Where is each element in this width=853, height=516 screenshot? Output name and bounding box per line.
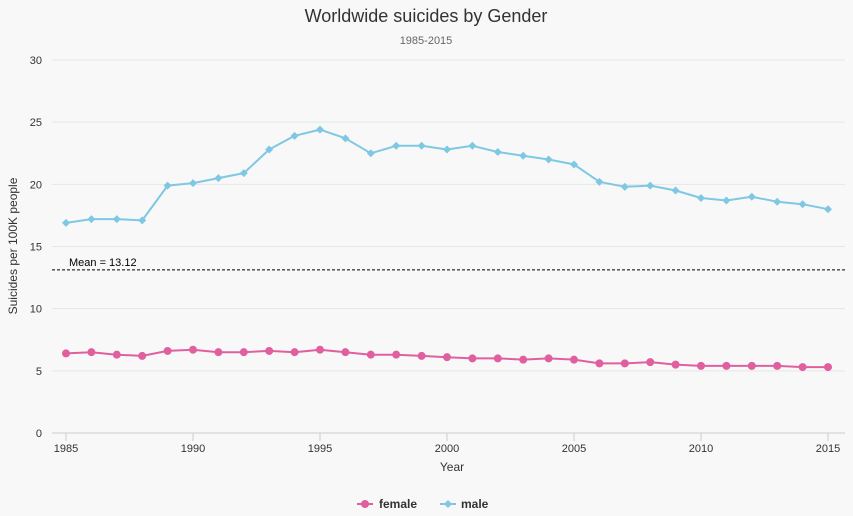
data-point-male-1988 (138, 216, 147, 225)
data-point-male-1997 (366, 149, 375, 158)
data-point-male-1999 (417, 141, 426, 150)
data-point-female-1990 (189, 345, 197, 354)
data-point-male-1992 (239, 169, 248, 178)
data-point-male-2000 (443, 145, 451, 154)
data-point-female-1988 (138, 351, 147, 360)
data-point-male-2012 (747, 192, 756, 201)
x-tick-label-1995: 1995 (308, 443, 332, 455)
data-point-female-2013 (773, 361, 782, 370)
data-point-male-1990 (189, 179, 197, 188)
data-point-female-2015 (824, 363, 832, 372)
data-point-female-2005 (570, 355, 578, 364)
data-point-male-2001 (468, 141, 477, 150)
chart-subtitle: 1985-2015 (400, 35, 453, 47)
series-layer (62, 125, 832, 372)
y-axis-title: Suicides per 100K people (6, 177, 20, 314)
data-point-female-1996 (341, 348, 350, 357)
y-tick-label-20: 20 (30, 179, 42, 191)
data-point-female-1995 (316, 345, 324, 354)
data-point-male-1993 (265, 145, 274, 154)
data-point-male-2004 (544, 155, 553, 164)
data-point-male-1987 (112, 215, 121, 224)
data-point-male-2007 (620, 182, 629, 191)
y-tick-label-25: 25 (30, 117, 42, 129)
legend-male-label: male (461, 497, 489, 511)
x-axis-ticks: 1985 1990 1995 2000 2005 2010 2015 (54, 433, 840, 455)
y-tick-label-5: 5 (36, 366, 42, 378)
x-tick-label-2000: 2000 (435, 443, 459, 455)
data-point-female-1994 (290, 348, 299, 357)
data-point-male-1994 (290, 131, 299, 140)
series-female (62, 345, 832, 372)
x-tick-label-2010: 2010 (689, 443, 713, 455)
y-tick-label-30: 30 (30, 55, 42, 67)
chart-title: Worldwide suicides by Gender (305, 6, 548, 26)
y-axis-ticks: 0 5 10 15 20 25 30 (30, 55, 42, 440)
y-tick-label-0: 0 (36, 428, 42, 440)
data-point-male-2015 (824, 205, 832, 214)
legend-item-female[interactable]: female (357, 497, 417, 511)
data-point-male-2011 (722, 196, 731, 205)
data-point-female-2006 (595, 359, 604, 368)
data-point-male-1996 (341, 134, 350, 143)
data-point-male-2005 (570, 160, 578, 169)
series-male (62, 125, 832, 227)
data-point-female-2000 (443, 353, 451, 362)
y-tick-label-10: 10 (30, 304, 42, 316)
data-point-male-1995 (316, 125, 324, 134)
y-tick-label-15: 15 (30, 242, 42, 254)
data-point-female-1993 (265, 346, 274, 355)
grid-lines (52, 59, 845, 434)
data-point-female-1986 (87, 348, 96, 357)
mean-label: Mean = 13.12 (69, 257, 137, 269)
data-point-female-2004 (544, 354, 553, 363)
data-point-male-1989 (163, 181, 172, 190)
series-line-male (65, 128, 829, 224)
data-point-female-2007 (620, 359, 629, 368)
data-point-male-2014 (798, 200, 807, 209)
legend: female male (357, 497, 489, 511)
data-point-female-2003 (519, 355, 528, 364)
data-point-male-1998 (392, 141, 401, 150)
data-point-male-2003 (519, 151, 528, 160)
data-point-male-2006 (595, 177, 604, 186)
data-point-female-2001 (468, 354, 477, 363)
data-point-female-2012 (747, 361, 756, 370)
data-point-male-2002 (493, 148, 502, 157)
x-tick-label-2005: 2005 (562, 443, 586, 455)
legend-female-marker (361, 500, 369, 508)
data-point-female-1991 (214, 348, 223, 357)
x-tick-label-1990: 1990 (181, 443, 205, 455)
data-point-female-2011 (722, 361, 731, 370)
data-point-male-1986 (87, 215, 96, 224)
data-point-female-2008 (646, 358, 655, 367)
data-point-male-2009 (671, 186, 680, 195)
legend-male-marker (444, 500, 452, 508)
data-point-female-1998 (392, 350, 401, 359)
data-point-female-2009 (671, 360, 680, 369)
x-tick-label-2015: 2015 (816, 443, 840, 455)
x-tick-label-1985: 1985 (54, 443, 78, 455)
data-point-female-1999 (417, 351, 426, 360)
x-axis-title: Year (440, 460, 464, 474)
data-point-female-1992 (239, 348, 248, 357)
legend-female-label: female (379, 497, 417, 511)
data-point-female-1987 (112, 350, 121, 359)
data-point-male-1991 (214, 174, 223, 183)
data-point-male-2013 (773, 197, 782, 206)
data-point-male-2008 (646, 181, 655, 190)
data-point-female-1997 (366, 350, 375, 359)
data-point-male-1985 (62, 218, 70, 227)
data-point-female-1989 (163, 346, 172, 355)
legend-item-male[interactable]: male (440, 497, 489, 511)
data-point-female-2014 (798, 363, 807, 372)
data-point-male-2010 (697, 194, 705, 203)
data-point-female-2002 (493, 354, 502, 363)
data-point-female-1985 (62, 349, 70, 358)
data-point-female-2010 (697, 361, 705, 370)
